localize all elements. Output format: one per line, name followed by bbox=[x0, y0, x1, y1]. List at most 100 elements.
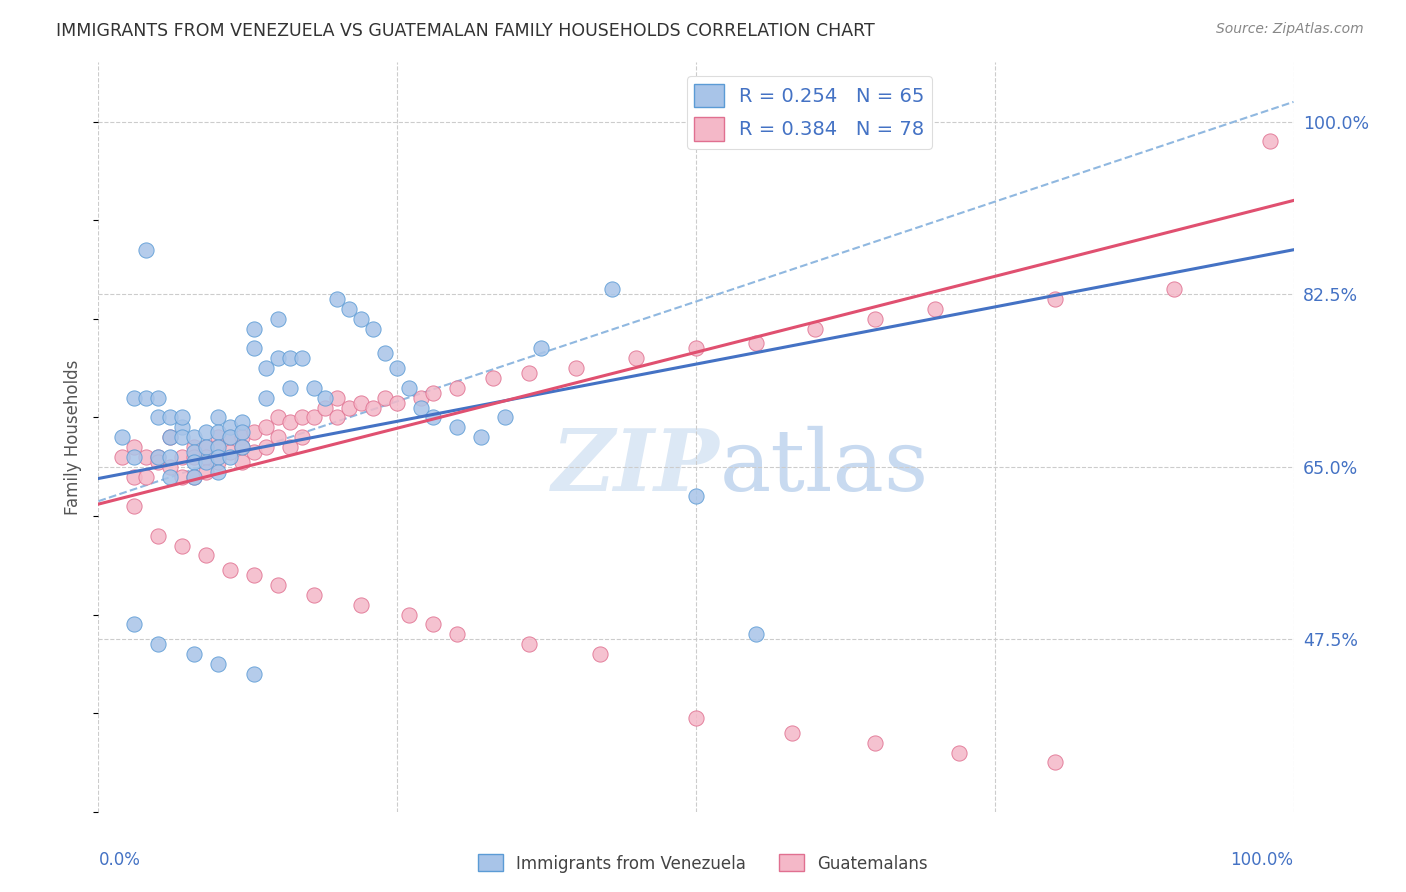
Point bbox=[195, 455, 218, 469]
Point bbox=[254, 391, 277, 405]
Point bbox=[148, 391, 170, 405]
Point bbox=[159, 469, 181, 483]
Point bbox=[195, 440, 218, 454]
Point bbox=[422, 410, 444, 425]
Point bbox=[124, 617, 146, 632]
Point bbox=[148, 410, 170, 425]
Point bbox=[1043, 756, 1066, 770]
Point bbox=[219, 445, 242, 459]
Point bbox=[183, 450, 205, 464]
Point bbox=[124, 469, 146, 483]
Point bbox=[207, 430, 229, 444]
Point bbox=[278, 415, 301, 429]
Point bbox=[326, 292, 349, 306]
Point bbox=[231, 425, 253, 439]
Point bbox=[363, 321, 385, 335]
Point bbox=[148, 450, 170, 464]
Point bbox=[135, 243, 157, 257]
Point bbox=[398, 381, 420, 395]
Point bbox=[494, 410, 516, 425]
Point bbox=[111, 450, 134, 464]
Point bbox=[148, 637, 170, 651]
Point bbox=[172, 420, 194, 434]
Text: atlas: atlas bbox=[720, 425, 929, 508]
Point bbox=[446, 381, 468, 395]
Point bbox=[589, 647, 612, 661]
Point bbox=[302, 588, 325, 602]
Point bbox=[1043, 292, 1066, 306]
Point bbox=[124, 450, 146, 464]
Point bbox=[745, 627, 768, 641]
Point bbox=[685, 489, 707, 503]
Point bbox=[626, 351, 648, 366]
Point bbox=[135, 391, 157, 405]
Point bbox=[159, 430, 181, 444]
Point bbox=[267, 351, 290, 366]
Point bbox=[326, 391, 349, 405]
Point bbox=[243, 425, 266, 439]
Point bbox=[207, 440, 229, 454]
Point bbox=[339, 401, 361, 415]
Point bbox=[339, 301, 361, 316]
Point bbox=[326, 410, 349, 425]
Text: 100.0%: 100.0% bbox=[1230, 851, 1294, 869]
Point bbox=[745, 336, 768, 351]
Point bbox=[602, 282, 624, 296]
Point bbox=[135, 450, 157, 464]
Point bbox=[243, 321, 266, 335]
Point bbox=[278, 381, 301, 395]
Point bbox=[219, 420, 242, 434]
Point bbox=[231, 440, 253, 454]
Point bbox=[183, 440, 205, 454]
Point bbox=[363, 401, 385, 415]
Point bbox=[948, 746, 970, 760]
Point bbox=[159, 430, 181, 444]
Point bbox=[291, 410, 314, 425]
Point bbox=[254, 440, 277, 454]
Point bbox=[315, 391, 337, 405]
Point bbox=[159, 410, 181, 425]
Point bbox=[135, 469, 157, 483]
Point bbox=[219, 450, 242, 464]
Point bbox=[411, 401, 433, 415]
Point bbox=[291, 351, 314, 366]
Point bbox=[207, 440, 229, 454]
Point bbox=[267, 410, 290, 425]
Point bbox=[172, 469, 194, 483]
Point bbox=[302, 381, 325, 395]
Point bbox=[172, 430, 194, 444]
Point bbox=[254, 361, 277, 376]
Point bbox=[243, 568, 266, 582]
Point bbox=[267, 311, 290, 326]
Point bbox=[422, 617, 444, 632]
Point bbox=[231, 440, 253, 454]
Point bbox=[315, 401, 337, 415]
Point bbox=[385, 361, 409, 376]
Point bbox=[124, 391, 146, 405]
Point bbox=[865, 311, 887, 326]
Point bbox=[302, 410, 325, 425]
Point bbox=[207, 450, 229, 464]
Point bbox=[278, 351, 301, 366]
Point bbox=[195, 425, 218, 439]
Point bbox=[183, 455, 205, 469]
Point bbox=[398, 607, 420, 622]
Point bbox=[1163, 282, 1185, 296]
Point bbox=[183, 647, 205, 661]
Point bbox=[183, 430, 205, 444]
Point bbox=[1258, 134, 1281, 148]
Point bbox=[231, 415, 253, 429]
Point bbox=[172, 450, 194, 464]
Point bbox=[195, 440, 218, 454]
Point bbox=[148, 529, 170, 543]
Point bbox=[350, 311, 373, 326]
Point bbox=[159, 450, 181, 464]
Point bbox=[350, 395, 373, 409]
Point bbox=[219, 430, 242, 444]
Point bbox=[148, 450, 170, 464]
Point bbox=[780, 726, 803, 740]
Point bbox=[685, 342, 707, 356]
Legend: Immigrants from Venezuela, Guatemalans: Immigrants from Venezuela, Guatemalans bbox=[471, 847, 935, 880]
Point bbox=[374, 346, 396, 360]
Point bbox=[207, 425, 229, 439]
